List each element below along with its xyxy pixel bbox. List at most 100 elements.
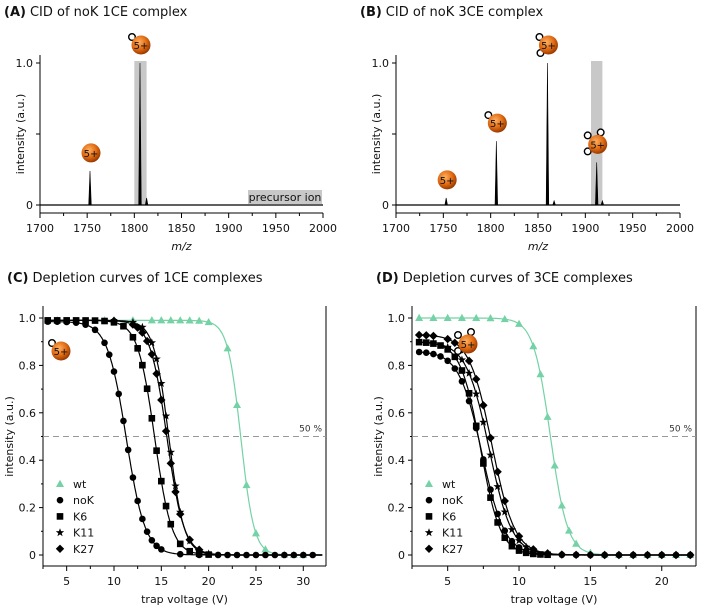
fit-curve-k11 — [47, 319, 323, 556]
legend-label: noK — [442, 494, 464, 507]
ion-marker — [583, 128, 608, 156]
data-point-k11 — [161, 411, 171, 420]
y-tick-label: 1.0 — [19, 312, 37, 325]
ion-marker — [535, 33, 558, 58]
data-point-k27 — [109, 316, 119, 326]
data-point-wt — [543, 412, 552, 420]
data-point-nok — [422, 349, 430, 357]
spectrum-peak — [600, 199, 605, 206]
panel-letter: (D) — [376, 271, 399, 286]
data-point-wt — [204, 317, 213, 326]
x-tick-label: 1950 — [619, 222, 647, 235]
data-point-k6 — [422, 339, 430, 346]
y-axis-label: intensity (a.u.) — [372, 396, 385, 476]
data-point-wt — [472, 313, 481, 322]
data-point-k6 — [153, 447, 160, 454]
x-tick-label: 5 — [63, 575, 70, 588]
data-point-k27 — [571, 550, 581, 560]
data-point-k27 — [686, 550, 695, 560]
x-tick-label: 1750 — [73, 222, 101, 235]
ion-ball-icon — [81, 143, 101, 163]
data-point-k11 — [493, 482, 502, 491]
y-tick-label: 0.4 — [388, 454, 406, 467]
data-point-k6 — [487, 494, 494, 501]
fit-curve-wt — [47, 319, 323, 556]
panel-title-text: CID of noK 1CE complex — [30, 5, 188, 20]
panel-title: (B) CID of noK 3CE complex — [360, 5, 543, 20]
data-point-wt — [443, 313, 452, 322]
data-point-nok — [124, 446, 132, 454]
x-tick-label: 1800 — [120, 222, 148, 235]
data-point-k6 — [72, 317, 80, 324]
data-point-nok — [214, 551, 222, 559]
data-point-k6 — [501, 534, 509, 542]
legend-marker-k11 — [55, 528, 65, 537]
y-axis-label: intensity (a.u.) — [14, 94, 27, 174]
y-axis-label: intensity (a.u.) — [3, 396, 16, 476]
data-point-nok — [465, 397, 473, 405]
legend-marker-k6 — [56, 513, 64, 520]
data-point-k27 — [671, 550, 681, 560]
data-point-wt — [557, 501, 566, 509]
data-point-k11 — [204, 549, 213, 558]
panel-letter: (A) — [4, 5, 26, 20]
ion-charge-label: 5+ — [54, 347, 69, 358]
data-point-nok — [415, 348, 423, 356]
x-tick-label: 10 — [512, 575, 526, 588]
ubiquitin-circle-icon — [596, 128, 605, 137]
data-point-k6 — [186, 547, 194, 555]
legend-label: K11 — [73, 527, 94, 540]
data-point-nok — [105, 351, 113, 358]
data-point-k6 — [158, 477, 165, 485]
data-point-wt — [223, 344, 232, 352]
data-point-k27 — [176, 509, 185, 519]
data-point-k27 — [486, 433, 495, 443]
y-tick-label: 1.0 — [372, 57, 390, 70]
panel-title-text: Depletion curves of 1CE complexes — [32, 271, 262, 286]
y-axis-label: intensity (a.u.) — [370, 94, 383, 174]
data-point-nok — [233, 551, 241, 559]
fit-curve-k11 — [419, 341, 691, 556]
data-point-nok — [115, 390, 123, 398]
y-tick-label: 0.4 — [19, 454, 37, 467]
data-point-nok — [101, 339, 108, 347]
data-point-k6 — [91, 317, 99, 324]
data-point-nok — [143, 528, 151, 536]
data-point-k11 — [138, 322, 147, 331]
ion-charge-label: 5+ — [590, 140, 605, 151]
ion-ball-icon — [458, 334, 478, 354]
spectrum-peak — [444, 197, 448, 206]
data-point-k27 — [500, 496, 509, 506]
ion-charge-label: 5+ — [461, 340, 476, 351]
y-tick-label: 0.6 — [19, 407, 37, 420]
legend-marker-wt — [56, 479, 64, 487]
x-tick-label: 1900 — [571, 222, 599, 235]
data-point-wt — [429, 313, 438, 322]
data-point-k6 — [522, 549, 530, 557]
x-axis-label: m/z — [528, 240, 548, 253]
data-point-nok — [290, 551, 298, 559]
data-point-k11 — [486, 450, 495, 459]
data-point-k6 — [63, 317, 70, 324]
data-point-nok — [444, 357, 451, 365]
legend-label: K27 — [442, 543, 463, 556]
data-point-wt — [536, 370, 545, 378]
y-tick-label: 0 — [26, 199, 33, 212]
data-point-wt — [233, 400, 242, 409]
fifty-percent-label: 50 % — [669, 425, 692, 435]
data-point-k6 — [530, 550, 537, 558]
x-tick-label: 15 — [583, 575, 597, 588]
y-tick-label: 1.0 — [16, 57, 34, 70]
data-point-wt — [261, 545, 270, 553]
y-tick-label: 0.2 — [19, 502, 37, 515]
data-point-wt — [415, 313, 424, 322]
data-point-k6 — [437, 342, 444, 349]
spectrum-peak — [545, 62, 550, 206]
data-point-nok — [437, 353, 444, 360]
x-tick-label: 1850 — [168, 222, 196, 235]
x-tick-label: 1800 — [477, 222, 505, 235]
ubiquitin-circle-icon — [454, 347, 463, 356]
data-point-wt — [550, 461, 559, 469]
x-axis-label: trap voltage (V) — [511, 593, 598, 606]
